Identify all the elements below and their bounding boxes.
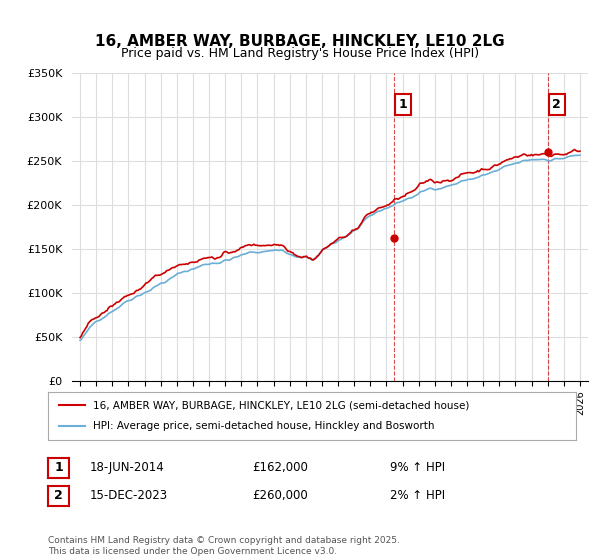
Text: 18-JUN-2014: 18-JUN-2014 bbox=[90, 461, 165, 474]
Text: 2: 2 bbox=[54, 489, 63, 502]
Text: 2% ↑ HPI: 2% ↑ HPI bbox=[390, 489, 445, 502]
Text: Price paid vs. HM Land Registry's House Price Index (HPI): Price paid vs. HM Land Registry's House … bbox=[121, 46, 479, 60]
Text: 1: 1 bbox=[54, 461, 63, 474]
Text: 16, AMBER WAY, BURBAGE, HINCKLEY, LE10 2LG (semi-detached house): 16, AMBER WAY, BURBAGE, HINCKLEY, LE10 2… bbox=[93, 400, 469, 410]
Text: 15-DEC-2023: 15-DEC-2023 bbox=[90, 489, 168, 502]
Text: HPI: Average price, semi-detached house, Hinckley and Bosworth: HPI: Average price, semi-detached house,… bbox=[93, 421, 434, 431]
Text: 9% ↑ HPI: 9% ↑ HPI bbox=[390, 461, 445, 474]
Text: Contains HM Land Registry data © Crown copyright and database right 2025.
This d: Contains HM Land Registry data © Crown c… bbox=[48, 536, 400, 556]
Text: 2: 2 bbox=[553, 98, 561, 111]
Text: £260,000: £260,000 bbox=[252, 489, 308, 502]
Text: 16, AMBER WAY, BURBAGE, HINCKLEY, LE10 2LG: 16, AMBER WAY, BURBAGE, HINCKLEY, LE10 2… bbox=[95, 35, 505, 49]
Text: £162,000: £162,000 bbox=[252, 461, 308, 474]
Text: 1: 1 bbox=[399, 98, 407, 111]
